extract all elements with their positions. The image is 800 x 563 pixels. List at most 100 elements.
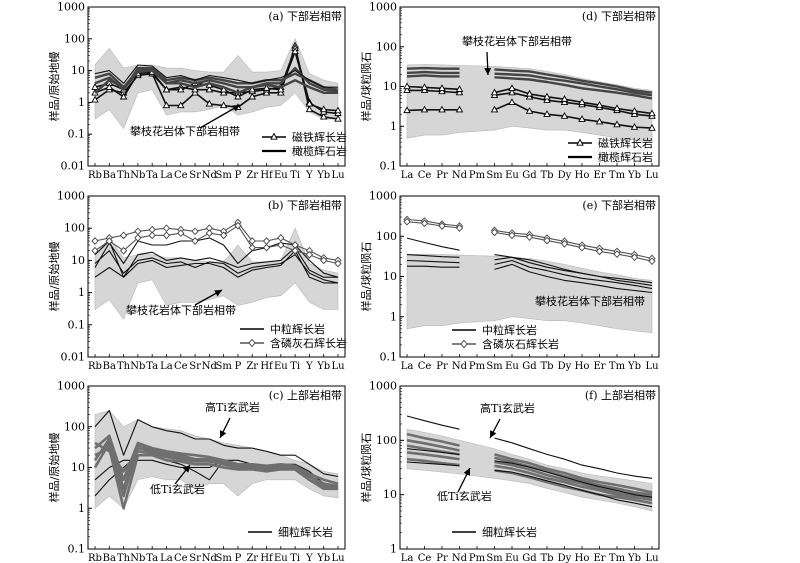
series-point-1-12: [595, 117, 604, 125]
x-tick-label-Pm: Pm: [469, 361, 486, 372]
series-point-6-8: [191, 237, 199, 245]
series-line-3: [406, 439, 653, 496]
series-point-3-7: [176, 85, 185, 93]
series-point-6-7: [508, 231, 516, 240]
x-tick-label-Eu: Eu: [274, 361, 288, 372]
x-tick-label-Sm: Sm: [215, 170, 232, 181]
series-point-3-15: [648, 109, 656, 117]
y-tick-label-1: 0.1: [380, 160, 398, 173]
series-point-3-9: [543, 92, 551, 100]
series-point-6-2: [105, 237, 113, 245]
series-line-3: [406, 85, 653, 115]
series-point-3-8: [525, 89, 534, 97]
legend-label-1: 中粒辉长岩: [482, 323, 537, 337]
x-tick-label-Ti: Ti: [290, 553, 300, 563]
x-tick-label-La: La: [160, 170, 173, 181]
rock-label-2: 低Ti玄武岩: [150, 482, 205, 496]
x-tick-label-Y: Y: [305, 361, 313, 372]
series-point-1-3: [438, 105, 446, 113]
series-point-6-3: [438, 222, 446, 230]
series-point-3-10: [560, 95, 569, 102]
x-tick-label-Lu: Lu: [331, 553, 345, 563]
x-tick-label-Gd: Gd: [522, 170, 537, 181]
series-line-7: [94, 64, 338, 88]
series-point-1-10: [560, 111, 569, 119]
series-point-6-10: [220, 231, 228, 240]
x-tick-label-Ce: Ce: [174, 553, 188, 563]
x-tick-label-La: La: [401, 553, 414, 563]
series-point-1-11: [578, 115, 586, 122]
series-point-1-9: [543, 110, 551, 117]
series-line-2: [94, 250, 339, 284]
legend-marker-2: [460, 339, 468, 349]
x-tick-label-Sm: Sm: [486, 553, 503, 563]
rock-label-arrow-1-head: [490, 430, 497, 438]
x-tick-label-Dy: Dy: [558, 170, 572, 181]
y-tick-label-3: 1: [78, 96, 85, 109]
legend-marker-2: [248, 338, 256, 348]
x-tick-label-Lu: Lu: [645, 361, 659, 372]
series-point-3-13: [613, 104, 621, 112]
y-tick-label-2: 10: [383, 488, 397, 501]
x-tick-label-Eu: Eu: [505, 361, 519, 372]
chart-panel-e: 0.1 1 10 100 1000 La Ce Pr Nd Pm Sm Eu Gd Tb Dy Ho Er Tm Y…: [359, 190, 660, 372]
x-tick-label-Pr: Pr: [436, 170, 448, 181]
series-point-1-1: [91, 95, 99, 103]
series-point-1-18: [334, 114, 342, 122]
panel-title: (c) 上部岩相带: [269, 388, 342, 402]
plot-frame: [87, 6, 346, 167]
series-point-5-6: [162, 224, 171, 233]
series-point-3-14: [630, 107, 639, 114]
x-tick-label-Er: Er: [593, 553, 605, 563]
rock-label-1: 高Ti玄武岩: [480, 401, 535, 415]
series-point-3-12: [248, 85, 257, 93]
x-tick-label-Pm: Pm: [469, 553, 486, 563]
field-label: 攀枝花岩体下部岩相带: [462, 34, 572, 48]
panel-title: (a) 下部岩相带: [268, 9, 342, 23]
x-tick-label-Ce: Ce: [174, 361, 188, 372]
y-tick-label-2: 1: [78, 502, 85, 515]
series-point-1-7: [176, 101, 185, 109]
series-point-6-14: [630, 253, 639, 262]
x-tick-label-Er: Er: [593, 361, 605, 372]
x-tick-label-Tm: Tm: [609, 553, 626, 563]
x-tick-label-Ba: Ba: [103, 361, 116, 372]
x-tick-label-Er: Er: [593, 170, 605, 181]
legend-marker-1: [576, 138, 584, 146]
rock-label-arrow-1-head: [220, 430, 227, 438]
panel-title: (e) 下部岩相带: [582, 198, 656, 212]
series-point-6-6: [490, 228, 499, 237]
series-point-1-8: [525, 107, 534, 114]
series-point-1-2: [420, 105, 429, 113]
series-point-1-14: [630, 123, 639, 130]
panel-title: (d) 下部岩相带: [582, 9, 656, 23]
series-point-6-9: [543, 236, 551, 245]
series-line-3: [94, 50, 339, 112]
legend-label-2: 含磷灰石辉长岩: [482, 337, 559, 351]
legend-label-2: 橄榄辉石岩: [292, 144, 347, 158]
y-axis-label: 样品/球粒陨石: [359, 52, 373, 122]
series-line-1: [406, 415, 653, 479]
series-point-3-3: [438, 84, 446, 91]
series-line-8: [406, 461, 653, 508]
x-tick-label-Eu: Eu: [274, 170, 288, 181]
x-tick-label-Tb: Tb: [540, 553, 553, 563]
x-tick-label-Nd: Nd: [202, 361, 218, 372]
y-tick-label-1: 0.01: [61, 160, 86, 173]
x-tick-label-Gd: Gd: [522, 553, 537, 563]
x-tick-label-Ta: Ta: [146, 170, 158, 181]
y-tick-label-3: 100: [376, 434, 397, 447]
series-point-5-1: [91, 237, 99, 245]
x-tick-label-La: La: [401, 170, 414, 181]
x-tick-label-Lu: Lu: [645, 170, 659, 181]
x-tick-label-Lu: Lu: [331, 170, 345, 181]
series-point-3-10: [219, 85, 228, 93]
y-tick-label-5: 100: [64, 32, 85, 45]
x-tick-label-Rb: Rb: [88, 361, 102, 372]
series-line-8: [94, 441, 339, 491]
x-tick-label-Th: Th: [117, 553, 131, 563]
x-tick-label-Ti: Ti: [290, 170, 300, 181]
chart-panel-d: 0.1 1 10 100 1000 La Ce Pr Nd Pm Sm Eu Gd Tb Dy Ho Er Tm Y…: [359, 1, 660, 181]
